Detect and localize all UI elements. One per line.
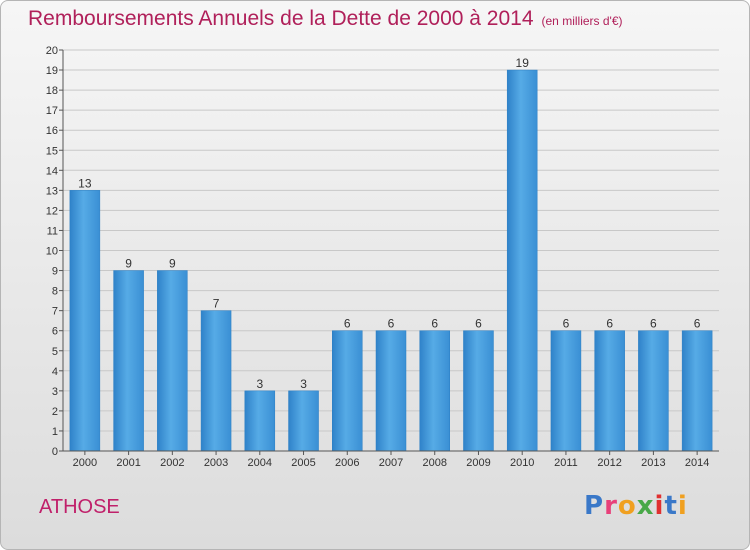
data-label: 9 bbox=[125, 257, 132, 271]
y-tick-label: 10 bbox=[46, 246, 58, 258]
y-tick-label: 6 bbox=[52, 326, 58, 338]
bar bbox=[113, 270, 144, 452]
y-tick-label: 17 bbox=[46, 105, 58, 117]
x-tick-label: 2000 bbox=[73, 457, 97, 469]
y-tick-label: 13 bbox=[46, 185, 58, 197]
data-label: 6 bbox=[388, 317, 395, 331]
bar bbox=[506, 69, 538, 452]
logo-letter: t bbox=[664, 491, 678, 521]
bar bbox=[157, 270, 188, 452]
data-label: 9 bbox=[169, 257, 176, 271]
bars bbox=[69, 69, 713, 452]
x-tick-label: 2002 bbox=[160, 457, 184, 469]
y-tick-label: 14 bbox=[46, 165, 58, 177]
commune-name: ATHOSE bbox=[39, 496, 120, 518]
title-main: Remboursements Annuels de la Dette de 20… bbox=[28, 7, 534, 30]
chart-title: Remboursements Annuels de la Dette de 20… bbox=[28, 7, 623, 31]
y-tick-label: 15 bbox=[46, 145, 58, 157]
data-label: 3 bbox=[300, 377, 307, 391]
y-tick-label: 9 bbox=[52, 266, 58, 278]
y-tick-label: 11 bbox=[47, 225, 58, 237]
bar bbox=[288, 390, 319, 452]
logo-letter: o bbox=[617, 491, 637, 521]
y-tick-label: 12 bbox=[46, 205, 58, 217]
y-tick-label: 3 bbox=[52, 386, 58, 398]
data-label: 6 bbox=[606, 317, 613, 331]
data-label: 3 bbox=[256, 377, 263, 391]
data-label: 7 bbox=[213, 297, 220, 311]
x-tick-label: 2001 bbox=[116, 457, 140, 469]
data-label: 6 bbox=[431, 317, 438, 331]
x-tick-label: 2012 bbox=[597, 457, 621, 469]
bar bbox=[69, 190, 101, 452]
bar bbox=[594, 330, 625, 452]
bar bbox=[332, 330, 363, 452]
data-label: 13 bbox=[78, 176, 92, 190]
title-unit: (en milliers d'€) bbox=[541, 14, 623, 28]
x-tick-label: 2007 bbox=[379, 457, 403, 469]
bar bbox=[550, 330, 582, 452]
data-label: 6 bbox=[344, 317, 351, 331]
bar bbox=[638, 330, 669, 452]
axes bbox=[59, 49, 719, 455]
x-tick-label: 2008 bbox=[422, 457, 446, 469]
y-tick-label: 8 bbox=[52, 286, 58, 298]
logo-letter: x bbox=[636, 491, 655, 521]
y-tick-label: 5 bbox=[52, 346, 58, 358]
x-tick-label: 2005 bbox=[291, 457, 315, 469]
logo-letter: r bbox=[604, 491, 618, 521]
y-tick-label: 20 bbox=[46, 45, 58, 57]
bar bbox=[463, 330, 494, 452]
data-label: 19 bbox=[516, 56, 530, 70]
logo-letter: P bbox=[584, 491, 605, 521]
logo-letter: i bbox=[677, 491, 688, 521]
bar bbox=[200, 310, 232, 452]
x-tick-label: 2011 bbox=[554, 457, 578, 469]
data-label: 6 bbox=[650, 317, 657, 331]
y-tick-label: 2 bbox=[52, 406, 58, 418]
bar bbox=[419, 330, 450, 452]
x-tick-label: 2003 bbox=[204, 457, 228, 469]
y-tick-label: 4 bbox=[52, 366, 58, 378]
data-label: 6 bbox=[563, 317, 570, 331]
y-tick-label: 18 bbox=[46, 85, 58, 97]
y-tick-label: 1 bbox=[52, 426, 58, 438]
bar bbox=[375, 330, 407, 452]
proxiti-logo: Proxiti bbox=[584, 491, 688, 521]
data-label: 6 bbox=[694, 317, 701, 331]
x-tick-label: 2009 bbox=[466, 457, 490, 469]
y-tick-label: 0 bbox=[52, 446, 58, 458]
x-tick-label: 2010 bbox=[510, 457, 534, 469]
bar bbox=[244, 390, 276, 452]
x-tick-label: 2004 bbox=[248, 457, 272, 469]
x-tick-label: 2014 bbox=[685, 457, 709, 469]
bar bbox=[681, 330, 713, 452]
x-tick-label: 2013 bbox=[641, 457, 665, 469]
y-tick-label: 19 bbox=[46, 65, 58, 77]
y-tick-label: 16 bbox=[46, 125, 58, 137]
x-tick-label: 2006 bbox=[335, 457, 359, 469]
data-label: 6 bbox=[475, 317, 482, 331]
logo-letter: i bbox=[654, 491, 665, 521]
y-tick-label: 7 bbox=[52, 306, 58, 318]
labels: 0123456789101112131415161718192013200092… bbox=[46, 45, 710, 469]
